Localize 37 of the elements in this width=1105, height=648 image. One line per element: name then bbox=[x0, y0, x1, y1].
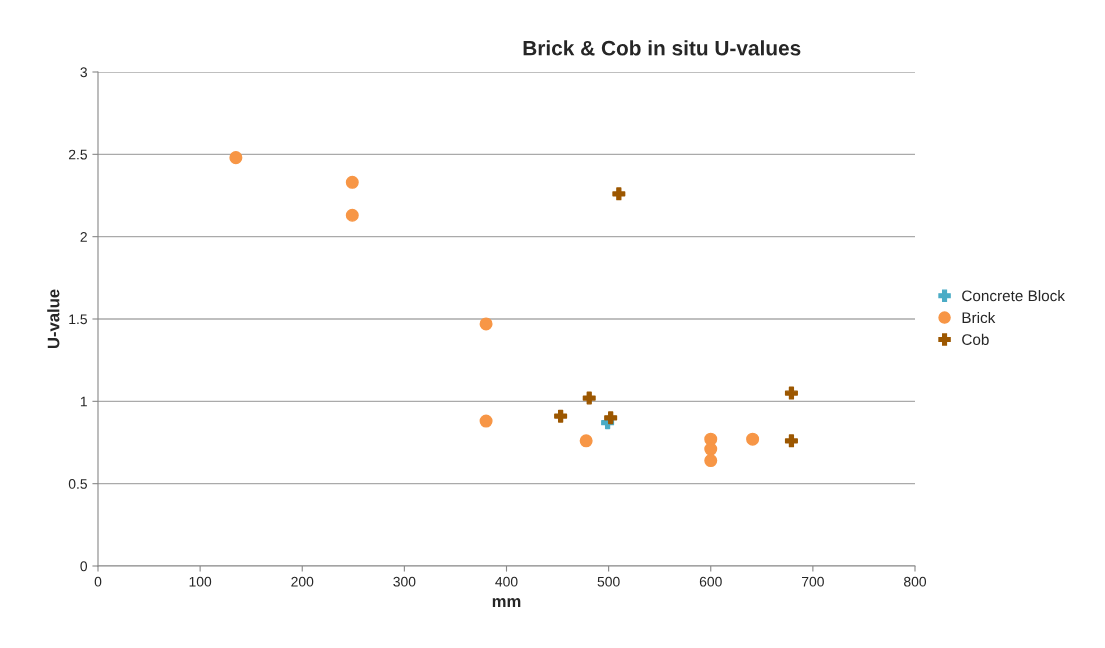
x-tick-label: 400 bbox=[495, 576, 518, 587]
point bbox=[554, 409, 568, 423]
point bbox=[229, 151, 243, 165]
x-tick-label: 700 bbox=[802, 576, 824, 587]
point bbox=[345, 208, 359, 222]
x-tick-label: 500 bbox=[597, 576, 620, 587]
y-tick-label: 2.5 bbox=[68, 149, 87, 160]
legend-label: Cob bbox=[962, 333, 989, 345]
x-tick-label: 600 bbox=[699, 576, 722, 587]
point bbox=[746, 432, 760, 446]
point bbox=[612, 187, 626, 201]
chart-title: Brick & Cob in situ U-values bbox=[523, 40, 801, 56]
x-tick-label: 300 bbox=[393, 576, 416, 587]
y-axis-title: U-value bbox=[47, 289, 60, 349]
point bbox=[704, 454, 718, 468]
x-axis-title: mm bbox=[492, 598, 521, 607]
y-tick-label: 0 bbox=[80, 561, 88, 572]
y-tick-label: 2 bbox=[80, 232, 87, 242]
point bbox=[704, 442, 718, 456]
point bbox=[579, 434, 593, 448]
point bbox=[479, 317, 493, 331]
point bbox=[479, 414, 493, 428]
point bbox=[604, 411, 618, 425]
x-tick-label: 800 bbox=[904, 576, 927, 587]
x-tick-label: 200 bbox=[291, 576, 314, 587]
x-tick-label: 0 bbox=[94, 576, 102, 587]
y-tick-label: 1.5 bbox=[69, 314, 87, 325]
y-tick-label: 1 bbox=[80, 396, 87, 407]
legend-label: Brick bbox=[962, 311, 996, 324]
y-tick-label: 3 bbox=[80, 67, 87, 78]
point bbox=[345, 175, 359, 189]
x-tick-label: 100 bbox=[189, 576, 212, 587]
point bbox=[784, 434, 798, 448]
point bbox=[784, 386, 798, 400]
legend-label: Concrete Block bbox=[962, 290, 1065, 302]
point bbox=[582, 391, 596, 405]
y-tick-label: 0.5 bbox=[68, 479, 87, 489]
